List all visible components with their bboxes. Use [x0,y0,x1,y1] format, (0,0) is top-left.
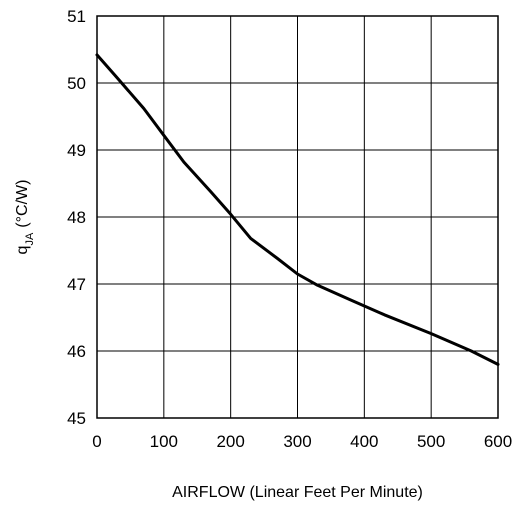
y-tick-label: 48 [67,208,86,227]
x-tick-labels: 0 100 200 300 400 500 600 [92,432,512,451]
y-tick-label: 47 [67,275,86,294]
y-axis-label-symbol: q [14,246,31,255]
y-tick-label: 45 [67,409,86,428]
x-tick-label: 200 [216,432,244,451]
y-axis-label-subscript: JA [24,232,36,246]
y-tick-label: 49 [67,141,86,160]
x-tick-label: 400 [350,432,378,451]
y-tick-labels: 45 46 47 48 49 50 51 [67,7,86,428]
y-axis-label-unit: (°C/W) [14,180,31,228]
grid-lines [97,16,498,418]
y-axis-label: qJA (°C/W) [14,180,36,255]
series-line [95,53,500,366]
y-tick-label: 50 [67,74,86,93]
x-tick-label: 300 [283,432,311,451]
y-tick-label: 51 [67,7,86,26]
x-tick-label: 500 [417,432,445,451]
x-tick-label: 0 [92,432,101,451]
series-layer [95,53,500,366]
x-tick-label: 100 [150,432,178,451]
x-tick-label: 600 [484,432,512,451]
y-tick-label: 46 [67,342,86,361]
plot-frame [96,15,499,419]
x-axis-label: AIRFLOW (Linear Feet Per Minute) [172,484,423,501]
